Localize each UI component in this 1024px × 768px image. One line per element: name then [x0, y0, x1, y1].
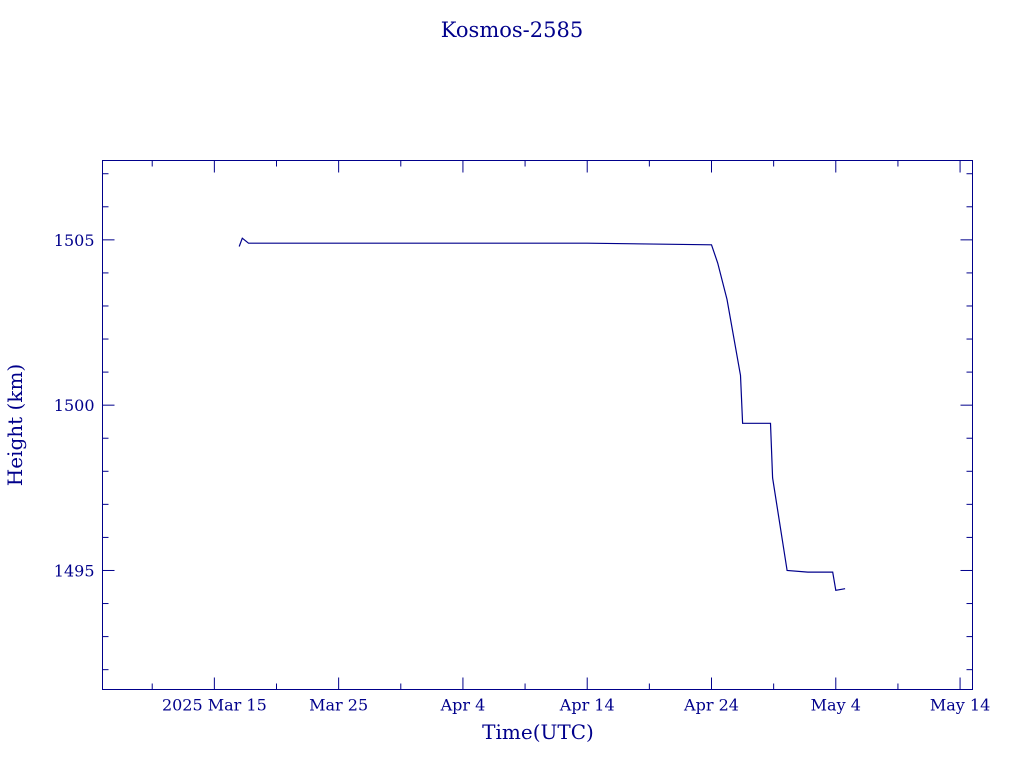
y-axis-title: Height (km)	[3, 364, 27, 486]
y-tick-label: 1505	[54, 231, 95, 250]
axis-ticks	[102, 160, 973, 690]
series-layer	[238, 237, 846, 591]
x-tick-label: Apr 4	[440, 696, 486, 715]
axis-tick-labels: 2025 Mar 15 Mar 25 Apr 4 Apr 14 Apr 24 May 4 M…	[54, 231, 990, 715]
x-tick-label: 2025 Mar 15	[162, 696, 267, 715]
chart-title: Kosmos-2585	[441, 18, 583, 42]
plot-frame	[102, 160, 973, 690]
x-axis-title: Time(UTC)	[482, 720, 594, 744]
x-tick-label: May 14	[930, 696, 990, 715]
y-tick-label: 1495	[54, 561, 95, 580]
x-tick-label: Apr 14	[559, 696, 615, 715]
x-tick-label: Mar 25	[309, 696, 368, 715]
x-tick-label: Apr 24	[683, 696, 739, 715]
height-series-line	[238, 237, 846, 591]
y-tick-label: 1500	[54, 396, 95, 415]
x-tick-label: May 4	[811, 696, 861, 715]
